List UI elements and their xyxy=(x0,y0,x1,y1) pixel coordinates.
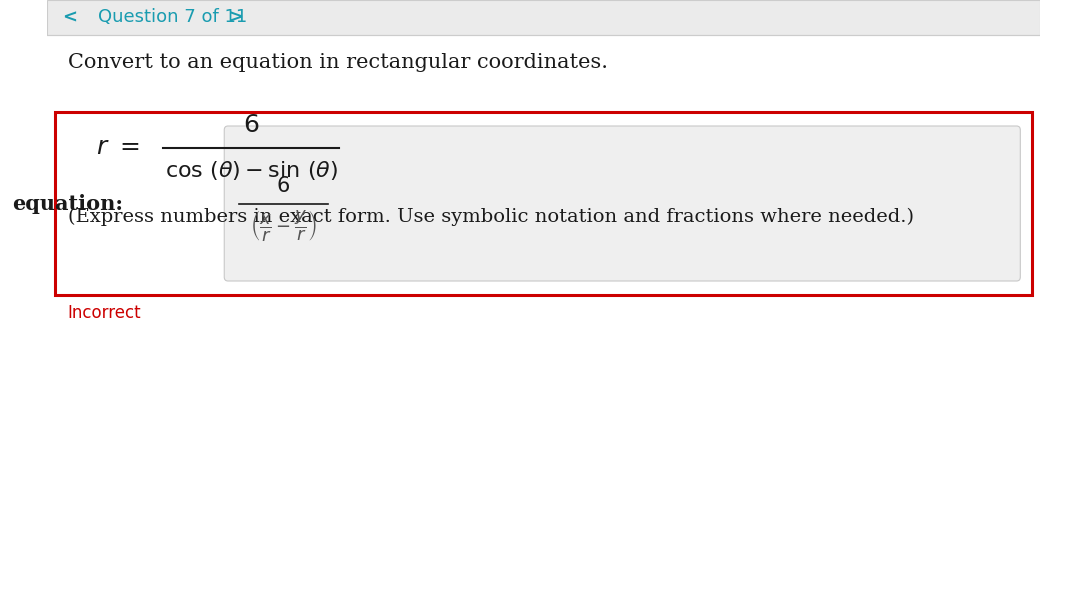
FancyBboxPatch shape xyxy=(224,126,1021,281)
Text: <: < xyxy=(62,9,77,26)
Text: equation:: equation: xyxy=(13,193,123,214)
Text: $6$: $6$ xyxy=(277,176,291,196)
Text: $\cos\,(\theta) - \sin\,(\theta)$: $\cos\,(\theta) - \sin\,(\theta)$ xyxy=(165,159,338,182)
Text: $6$: $6$ xyxy=(243,115,259,137)
Text: Incorrect: Incorrect xyxy=(68,304,142,322)
Text: $r\ =$: $r\ =$ xyxy=(96,137,140,159)
FancyBboxPatch shape xyxy=(47,0,1040,35)
Text: Question 7 of 11: Question 7 of 11 xyxy=(99,9,248,26)
Text: $\left(\dfrac{x}{r} - \dfrac{y}{r}\right)$: $\left(\dfrac{x}{r} - \dfrac{y}{r}\right… xyxy=(250,208,317,243)
Text: Convert to an equation in rectangular coordinates.: Convert to an equation in rectangular co… xyxy=(68,52,608,71)
Text: (Express numbers in exact form. Use symbolic notation and fractions where needed: (Express numbers in exact form. Use symb… xyxy=(68,208,913,226)
Text: >: > xyxy=(228,9,243,26)
FancyBboxPatch shape xyxy=(55,112,1032,295)
